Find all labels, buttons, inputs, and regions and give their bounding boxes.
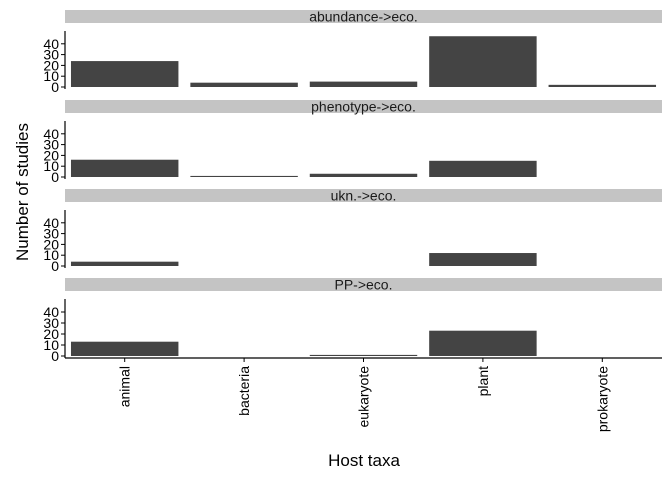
y-tick-label: 10: [43, 68, 59, 84]
bar: [429, 36, 537, 87]
facet-strip: [65, 189, 662, 202]
bar: [70, 261, 179, 266]
y-tick-label: 20: [43, 326, 59, 342]
x-axis-label: Host taxa: [328, 451, 400, 470]
bar: [548, 84, 657, 87]
facet-title: phenotype->eco.: [311, 99, 416, 115]
x-tick-label: prokaryote: [594, 366, 610, 432]
y-tick-label: 0: [51, 169, 59, 185]
y-tick-label: 40: [43, 126, 59, 142]
y-tick-label: 30: [43, 226, 59, 242]
facet-strip: [65, 10, 662, 23]
bar: [309, 173, 418, 177]
y-tick-label: 30: [43, 315, 59, 331]
y-tick-label: 0: [51, 258, 59, 274]
y-tick-label: 0: [51, 79, 59, 95]
y-axis-label: Number of studies: [13, 123, 32, 261]
bar: [309, 81, 418, 87]
y-tick-label: 20: [43, 57, 59, 73]
x-tick-label: plant: [475, 366, 491, 396]
y-tick-label: 20: [43, 147, 59, 163]
y-tick-label: 40: [43, 304, 59, 320]
x-tick-label: animal: [117, 366, 133, 407]
facet-title: PP->eco.: [335, 277, 393, 293]
bar: [70, 341, 179, 356]
facet-strip: [65, 278, 662, 291]
x-tick-label: bacteria: [236, 366, 252, 416]
y-tick-label: 10: [43, 158, 59, 174]
facet-title: ukn.->eco.: [331, 188, 397, 204]
y-tick-label: 30: [43, 137, 59, 153]
bar: [309, 354, 418, 356]
y-tick-label: 40: [43, 36, 59, 52]
facet-strip: [65, 100, 662, 113]
bar: [70, 159, 179, 177]
y-tick-label: 30: [43, 47, 59, 63]
bar: [429, 253, 537, 266]
bar: [429, 330, 537, 356]
y-tick-label: 10: [43, 247, 59, 263]
x-tick-label: eukaryote: [356, 366, 372, 428]
bar: [190, 175, 298, 177]
y-tick-label: 10: [43, 337, 59, 353]
facet-title: abundance->eco.: [309, 9, 418, 25]
y-tick-label: 20: [43, 236, 59, 252]
y-tick-label: 0: [51, 348, 59, 364]
bar: [70, 61, 179, 87]
y-tick-label: 40: [43, 215, 59, 231]
bar: [429, 160, 537, 177]
bar: [190, 82, 298, 87]
